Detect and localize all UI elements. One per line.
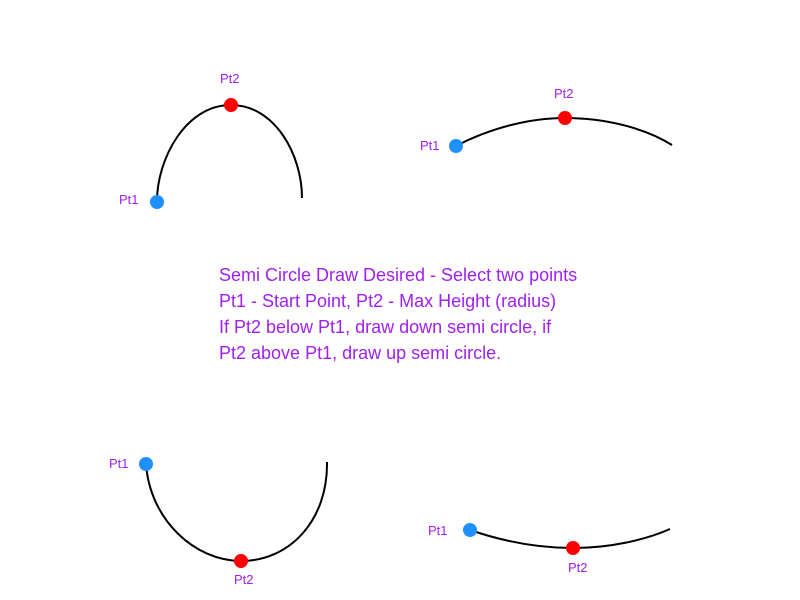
example-up-shallow: Pt1 Pt2 — [420, 86, 673, 153]
example-down-deep: Pt1 Pt2 — [109, 456, 329, 587]
pt2-marker[interactable] — [558, 111, 572, 125]
pt2-marker[interactable] — [224, 98, 238, 112]
semi-circle-arc — [156, 103, 303, 202]
pt1-marker[interactable] — [463, 523, 477, 537]
pt1-marker[interactable] — [139, 457, 153, 471]
pt2-marker[interactable] — [566, 541, 580, 555]
pt1-marker[interactable] — [449, 139, 463, 153]
pt2-label: Pt2 — [554, 86, 574, 101]
pt2-label: Pt2 — [234, 572, 254, 587]
description-line: Pt1 - Start Point, Pt2 - Max Height (rad… — [219, 291, 557, 311]
pt1-marker[interactable] — [150, 195, 164, 209]
semi-circle-arc — [145, 461, 329, 563]
example-down-shallow: Pt1 Pt2 — [428, 523, 671, 575]
pt1-label: Pt1 — [109, 456, 129, 471]
pt2-label: Pt2 — [568, 560, 588, 575]
pt1-label: Pt1 — [420, 138, 440, 153]
pt1-label: Pt1 — [119, 192, 139, 207]
description-line: Semi Circle Draw Desired - Select two po… — [219, 265, 578, 285]
description-text: Semi Circle Draw Desired - Select two po… — [219, 262, 639, 366]
description-line: Pt2 above Pt1, draw up semi circle. — [219, 343, 502, 363]
description-line: If Pt2 below Pt1, draw down semi circle,… — [219, 317, 552, 337]
pt1-label: Pt1 — [428, 523, 448, 538]
example-up-tall: Pt1 Pt2 — [119, 71, 303, 209]
pt2-label: Pt2 — [220, 71, 240, 86]
pt2-marker[interactable] — [234, 554, 248, 568]
